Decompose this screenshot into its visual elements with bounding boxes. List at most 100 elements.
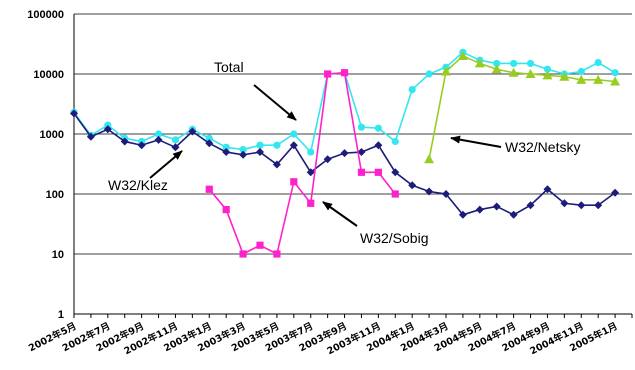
annotation-w32-klez: W32/Klez xyxy=(108,150,183,193)
data-point xyxy=(222,205,230,214)
series-w32-sobig xyxy=(205,69,399,258)
data-point xyxy=(289,141,298,150)
data-point xyxy=(509,210,518,219)
series-line xyxy=(73,112,616,216)
data-point xyxy=(610,76,621,86)
data-point xyxy=(493,59,501,68)
data-point xyxy=(256,148,264,157)
data-point xyxy=(104,121,112,129)
data-point xyxy=(205,185,213,193)
data-point xyxy=(205,139,214,148)
data-point xyxy=(120,137,129,146)
series-w32-netsky xyxy=(424,50,621,164)
data-point xyxy=(272,160,281,169)
data-point xyxy=(154,130,163,138)
data-point xyxy=(508,67,519,77)
data-point xyxy=(239,150,248,159)
data-point xyxy=(391,168,400,177)
data-point xyxy=(307,199,315,207)
y-tick-label: 1000 xyxy=(40,129,64,141)
y-tick-label: 100000 xyxy=(27,9,64,21)
data-point xyxy=(307,148,315,156)
annotation-arrow xyxy=(149,150,183,179)
data-point xyxy=(323,155,332,164)
data-point xyxy=(526,201,535,210)
data-point xyxy=(374,141,383,150)
series-line xyxy=(73,51,616,154)
data-point xyxy=(188,127,197,136)
data-point xyxy=(441,66,451,76)
data-point xyxy=(594,201,603,210)
data-point xyxy=(239,145,247,154)
x-tick-labels: 2002年5月2002年7月2002年9月2002年11月2003年1月2003… xyxy=(27,320,620,357)
data-point xyxy=(577,67,585,76)
data-point xyxy=(594,58,602,67)
data-point xyxy=(357,123,366,131)
y-tick-label: 10000 xyxy=(33,69,64,81)
data-point xyxy=(222,143,230,151)
data-point xyxy=(491,64,502,74)
data-point xyxy=(256,241,264,249)
data-point xyxy=(391,137,399,146)
data-point xyxy=(593,74,604,84)
data-point xyxy=(290,178,298,186)
data-point xyxy=(391,190,399,198)
data-point xyxy=(171,143,180,152)
data-point xyxy=(86,132,95,141)
y-tick-labels: 1 10 100 1000 10000 100000 xyxy=(27,9,64,321)
annotation-total: Total xyxy=(214,59,297,121)
data-point xyxy=(273,250,281,258)
data-point xyxy=(576,74,587,84)
data-point xyxy=(273,141,281,149)
data-point xyxy=(137,141,146,150)
data-point xyxy=(340,149,349,158)
data-point xyxy=(611,69,619,77)
data-point xyxy=(340,69,349,77)
data-point xyxy=(475,205,484,214)
data-point xyxy=(510,59,518,68)
annotation-arrow xyxy=(450,135,502,148)
data-point xyxy=(408,85,416,94)
data-point xyxy=(560,199,569,208)
data-point xyxy=(103,125,112,134)
data-point xyxy=(357,168,366,176)
series xyxy=(70,48,621,258)
annotations: Total W32/Netsky W32/Klez W32/Sobig xyxy=(108,59,580,246)
data-point xyxy=(239,250,247,258)
data-point xyxy=(205,134,213,142)
data-point xyxy=(171,136,180,144)
data-point xyxy=(374,124,382,132)
data-point xyxy=(559,71,570,81)
y-tick-label: 10 xyxy=(52,249,64,261)
annotation-label: W32/Klez xyxy=(108,177,168,193)
annotation-label: W32/Netsky xyxy=(505,139,580,155)
annotation-arrow xyxy=(253,84,297,121)
data-point xyxy=(290,130,298,138)
data-point xyxy=(256,141,264,149)
annotation-w32-sobig: W32/Sobig xyxy=(322,201,428,246)
data-point xyxy=(357,148,366,157)
data-point xyxy=(611,188,620,197)
annotation-label: W32/Sobig xyxy=(360,230,428,246)
data-point xyxy=(525,69,536,78)
data-point xyxy=(70,109,78,118)
data-point xyxy=(542,70,553,80)
data-point xyxy=(458,210,467,219)
annotation-label: Total xyxy=(214,59,244,75)
y-tick-label: 1 xyxy=(58,309,64,321)
series-w32-klez xyxy=(70,109,620,219)
data-point xyxy=(154,135,163,144)
data-point xyxy=(543,65,552,73)
data-point xyxy=(408,181,417,190)
data-point xyxy=(425,70,433,78)
data-point xyxy=(222,148,231,157)
annotation-arrow xyxy=(322,201,358,227)
data-point xyxy=(543,185,552,194)
y-tick-label: 100 xyxy=(46,189,64,201)
annotation-w32-netsky: W32/Netsky xyxy=(450,135,580,155)
data-point xyxy=(306,168,315,177)
data-point xyxy=(425,187,434,196)
data-point xyxy=(474,58,485,68)
data-point xyxy=(577,201,586,210)
